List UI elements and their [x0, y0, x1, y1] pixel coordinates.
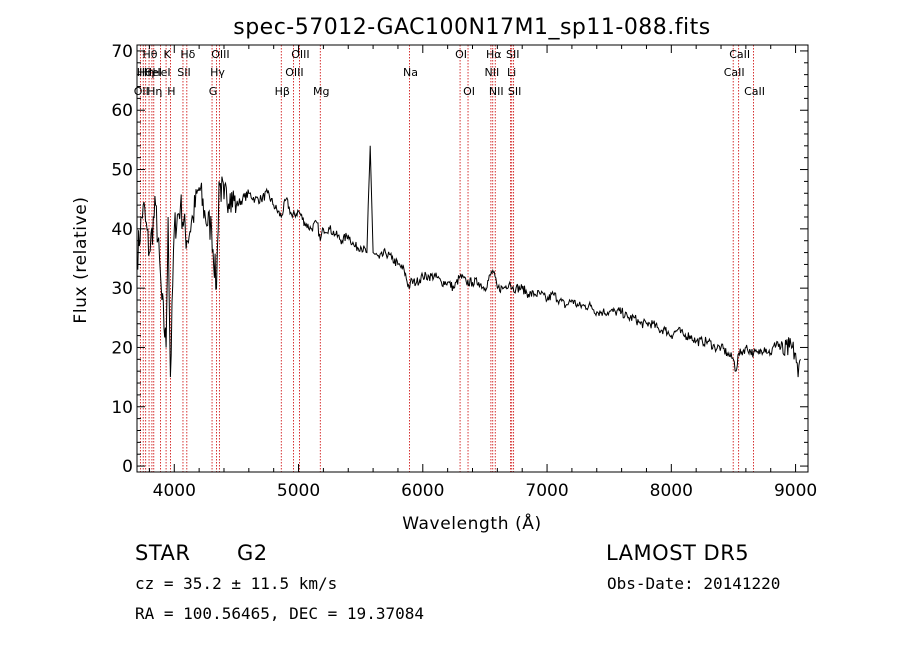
line-label: OII: [134, 85, 149, 98]
object-class: STAR: [135, 541, 191, 565]
line-label: HeI: [144, 66, 162, 79]
y-tick-label: 60: [111, 101, 133, 121]
chart-title: spec-57012-GAC100N17M1_sp11-088.fits: [233, 15, 711, 40]
x-tick-label: 7000: [525, 481, 568, 501]
plot-frame: [136, 44, 809, 473]
line-label: OIII: [291, 48, 309, 61]
coordinates: RA = 100.56465, DEC = 19.37084: [135, 604, 424, 623]
y-tick-label: 40: [111, 220, 133, 240]
spectrum-line: [136, 145, 801, 378]
line-label: CaII: [729, 48, 750, 61]
line-label: SII: [177, 66, 190, 79]
line-label: OIII: [211, 48, 229, 61]
survey-name: LAMOST DR5: [606, 541, 750, 565]
line-label: Li: [507, 66, 516, 79]
object-subclass: G2: [237, 541, 268, 565]
y-tick-label: 50: [111, 161, 133, 181]
line-label: Hα: [486, 48, 502, 61]
line-label: Mg: [313, 85, 329, 98]
line-label: HeI: [152, 66, 170, 79]
line-label: Hγ: [210, 66, 225, 79]
line-label: NII: [489, 85, 504, 98]
x-tick-label: 8000: [650, 481, 693, 501]
line-label: Hδ: [180, 48, 195, 61]
line-label: SII: [506, 48, 519, 61]
line-label: Na: [403, 66, 418, 79]
line-label: OI: [463, 85, 475, 98]
y-tick-label: 70: [111, 42, 133, 62]
line-label: NII: [485, 66, 500, 79]
x-tick-labels: 4000 5000 6000 7000 8000 9000: [153, 481, 818, 501]
y-tick-label: 0: [122, 457, 133, 477]
line-label: OIII: [285, 66, 303, 79]
line-label: Hη: [147, 85, 162, 98]
line-label: Hθ: [143, 48, 158, 61]
y-tick-label: 30: [111, 279, 133, 299]
line-label: OI: [455, 48, 467, 61]
axis-ticks: [137, 45, 808, 472]
line-label: G: [209, 85, 218, 98]
line-label: SII: [508, 85, 521, 98]
redshift-velocity: cz = 35.2 ± 11.5 km/s: [135, 574, 338, 593]
line-label: CaII: [744, 85, 765, 98]
y-tick-labels: 0 10 20 30 40 50 60 70: [111, 42, 133, 477]
spectral-line-markers: [139, 45, 754, 472]
line-label: Hβ: [275, 85, 290, 98]
line-label: K: [163, 48, 171, 61]
x-tick-label: 6000: [401, 481, 444, 501]
observation-date: Obs-Date: 20141220: [607, 574, 781, 593]
x-tick-label: 9000: [774, 481, 817, 501]
x-tick-label: 4000: [153, 481, 196, 501]
spectral-line-labels: OIIHθHηHθHeIHηHeIKHSIIHδGHγOIIIHβOIIIOII…: [134, 48, 765, 98]
x-tick-label: 5000: [277, 481, 320, 501]
line-label: Hη: [139, 66, 154, 79]
line-label: CaII: [724, 66, 745, 79]
x-axis-label: Wavelength (Å): [402, 512, 542, 534]
y-tick-label: 20: [111, 338, 133, 358]
y-tick-label: 10: [111, 398, 133, 418]
line-label: H: [167, 85, 175, 98]
line-label: Hθ: [137, 66, 152, 79]
y-axis-label: Flux (relative): [71, 196, 91, 323]
